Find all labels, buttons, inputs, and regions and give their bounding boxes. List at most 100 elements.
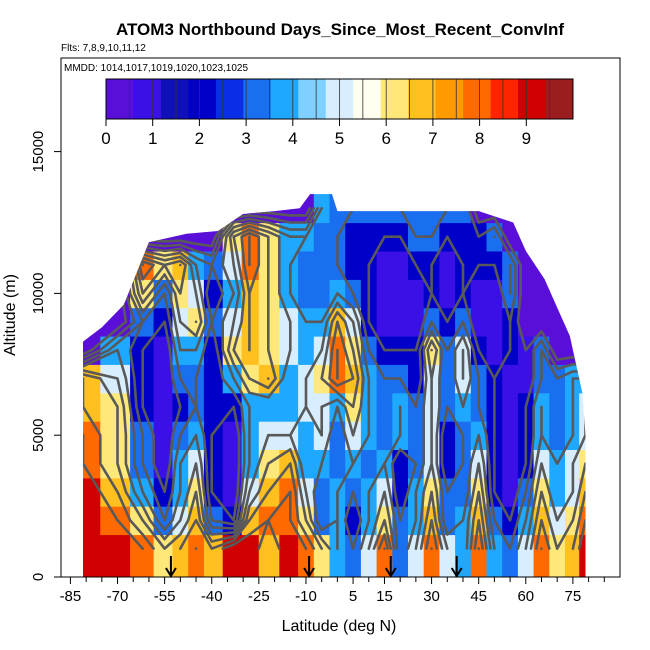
- heatmap-cell: [408, 307, 425, 337]
- colorbar-swatch: [270, 79, 299, 119]
- heatmap-cell: [153, 194, 173, 224]
- colorbar-swatch: [490, 79, 519, 119]
- heatmap-cell: [376, 250, 393, 280]
- heatmap-cell: [360, 449, 378, 479]
- heatmap-cell: [172, 194, 189, 224]
- x-tick-label: 75: [565, 588, 582, 605]
- heatmap-cell: [517, 250, 535, 280]
- heatmap-cell: [360, 222, 378, 252]
- colorbar: 0 1 2 3 4 5 6 7 8 9: [101, 78, 574, 148]
- colorbar-tick-label: 8: [475, 129, 484, 148]
- heatmap-cell: [439, 279, 456, 309]
- heatmap-cell: [188, 194, 205, 224]
- x-tick-label: -40: [201, 588, 223, 605]
- heatmap-cell: [579, 392, 586, 422]
- heatmap-cell: [329, 194, 346, 224]
- heatmap-cell: [502, 194, 519, 224]
- heatmap-cell: [486, 335, 503, 365]
- heatmap-cell: [83, 194, 101, 224]
- heatmap-cell: [549, 392, 566, 422]
- heatmap-cell: [565, 250, 580, 280]
- heatmap-cell: [517, 364, 535, 394]
- heatmap-cell: [83, 307, 101, 337]
- heatmap-cell: [100, 250, 131, 280]
- heatmap-cell: [258, 392, 280, 422]
- heatmap-cell: [565, 335, 580, 365]
- heatmap-cell: [172, 534, 189, 578]
- heatmap-cell: [549, 421, 566, 450]
- flights-note: Flts: 7,8,9,10,11,12: [61, 43, 146, 54]
- heatmap-cell: [486, 307, 503, 337]
- heatmap-cell: [502, 477, 519, 507]
- heatmap-cell: [83, 421, 101, 450]
- heatmap-cell: [100, 222, 131, 252]
- colorbar-swatch: [160, 79, 189, 119]
- x-tick-label: 5: [349, 588, 357, 605]
- heatmap-cell: [100, 534, 131, 578]
- heatmap-cell: [502, 421, 519, 450]
- colorbar-tick-label: 3: [241, 129, 250, 148]
- heatmap-cell: [549, 477, 566, 507]
- colorbar-swatch: [243, 79, 272, 119]
- heatmap-cell: [470, 307, 488, 337]
- heatmap-cell: [83, 534, 101, 578]
- heatmap-cell: [423, 534, 440, 578]
- heatmap-cell: [502, 392, 519, 422]
- heatmap-cell: [579, 307, 586, 337]
- colorbar-tick-label: 0: [101, 129, 110, 148]
- heatmap-cell: [329, 449, 346, 479]
- x-tick-label: 60: [517, 588, 534, 605]
- y-tick-label: 5000: [30, 419, 47, 452]
- heatmap-cell: [455, 222, 472, 252]
- heatmap-cell: [298, 279, 315, 309]
- heatmap-cell: [549, 194, 566, 224]
- colorbar-swatch: [518, 79, 547, 119]
- x-tick-label: 30: [423, 588, 440, 605]
- heatmap-cell: [517, 279, 535, 309]
- heatmap-cell: [313, 279, 331, 309]
- colorbar-swatch: [133, 79, 162, 119]
- heatmap-cell: [392, 307, 409, 337]
- heatmap-cell: [549, 250, 566, 280]
- heatmap-cell: [579, 421, 586, 450]
- colorbar-swatch: [463, 79, 492, 119]
- heatmap-cell: [439, 364, 456, 394]
- heatmap-cell: [549, 534, 566, 578]
- heatmap-cell: [203, 364, 224, 394]
- heatmap-cell: [565, 194, 580, 224]
- x-tick-label: -85: [60, 588, 82, 605]
- heatmap-cell: [376, 421, 393, 450]
- heatmap-cell: [408, 421, 425, 450]
- heatmap-cell: [502, 364, 519, 394]
- x-axis: -85 -70 -55 -40 -25 -10 5 15 30 45 60 75: [60, 577, 605, 605]
- heatmap-cell: [408, 534, 425, 578]
- heatmap-cell: [345, 250, 362, 280]
- contour-line: [83, 224, 586, 550]
- heatmap-cell: [549, 307, 566, 337]
- heatmap-cell: [579, 477, 586, 507]
- heatmap-cell: [345, 534, 362, 578]
- heatmap-cell: [376, 279, 393, 309]
- x-axis-title: Latitude (deg N): [282, 618, 397, 635]
- heatmap-cell: [130, 222, 155, 252]
- heatmap-cell: [360, 534, 378, 578]
- y-tick-label: 10000: [30, 273, 47, 315]
- heatmap-cell: [392, 250, 409, 280]
- heatmap-cell: [565, 222, 580, 252]
- heatmap-cell: [298, 421, 315, 450]
- heatmap-cell: [279, 392, 299, 422]
- heatmap-cell: [376, 392, 393, 422]
- colorbar-swatch: [545, 79, 574, 119]
- heatmap-cell: [486, 279, 503, 309]
- heatmap-cell: [258, 534, 280, 578]
- colorbar-tick-label: 6: [381, 129, 390, 148]
- heatmap-cell: [549, 279, 566, 309]
- heatmap-cell: [153, 506, 173, 536]
- x-tick-label: -55: [154, 588, 176, 605]
- heatmap-cell: [83, 222, 101, 252]
- y-tick-label: 0: [30, 573, 47, 581]
- heatmap-cell: [83, 279, 101, 309]
- heatmap-cell: [439, 534, 456, 578]
- contour-line: [83, 207, 586, 522]
